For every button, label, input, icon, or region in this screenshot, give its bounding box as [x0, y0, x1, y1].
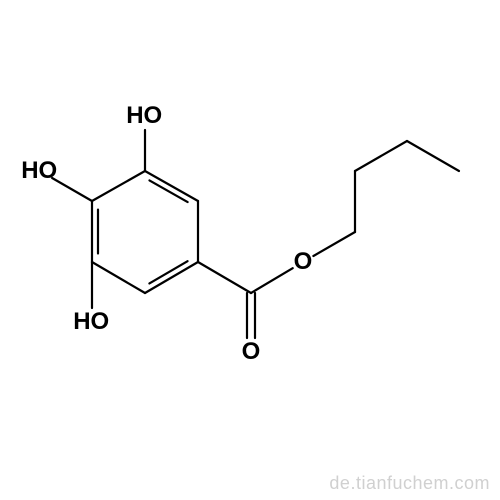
watermark-text: de.tianfuchem.com: [329, 473, 490, 494]
atom-label: HO: [73, 308, 109, 336]
atom-label: HO: [21, 157, 57, 185]
atom-label: O: [294, 248, 313, 276]
molecule-canvas: HO HO HO O O de.tianfuchem.com: [0, 0, 500, 500]
atom-label: O: [242, 338, 261, 366]
bond-layer: [0, 0, 500, 500]
atom-label: HO: [126, 102, 162, 130]
